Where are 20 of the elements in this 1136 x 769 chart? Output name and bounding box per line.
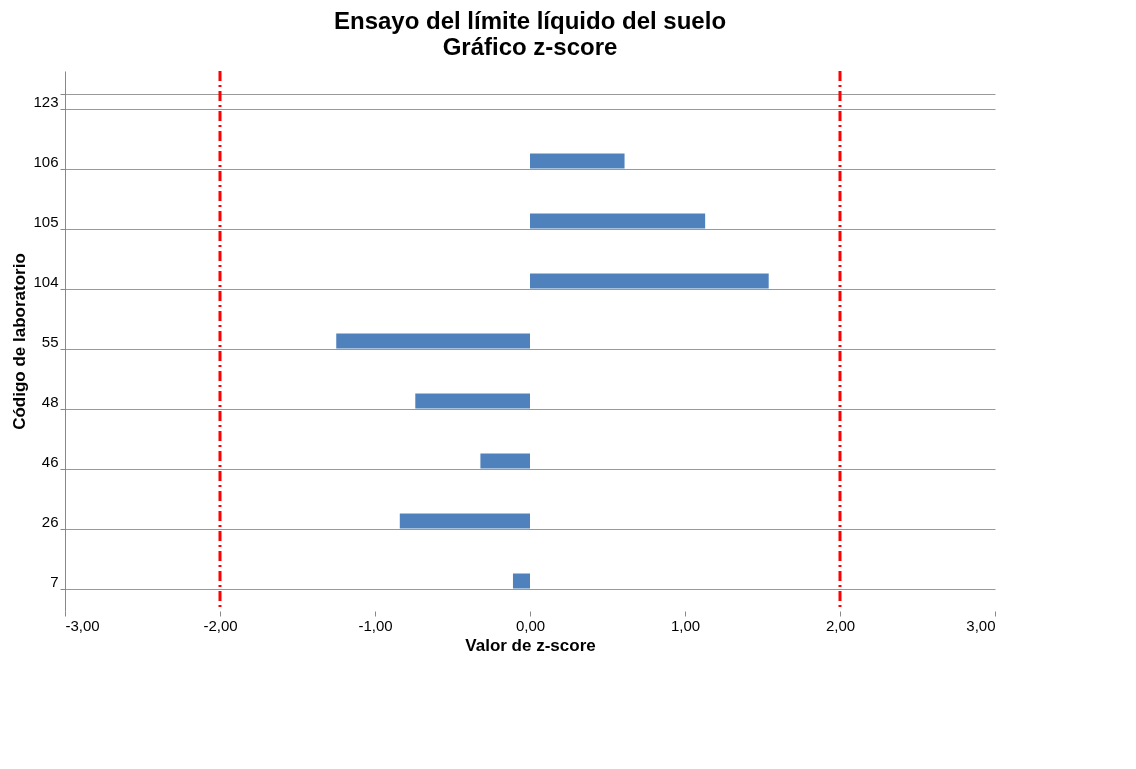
- y-tick-label: 46: [41, 452, 59, 470]
- x-tick-label: 0,00: [515, 616, 546, 634]
- x-tick-label: -2,00: [203, 616, 238, 634]
- y-tick-label: 26: [41, 512, 59, 530]
- text: Ensayo del límite líquido del suelo: [333, 7, 727, 34]
- y-tick-label: 123: [33, 92, 59, 110]
- x-tick-label: -3,00: [65, 616, 100, 634]
- x-tick-label: 2,00: [825, 616, 856, 634]
- y-tick-label: 106: [33, 152, 59, 170]
- x-axis-title: Valor de z-score: [465, 635, 596, 655]
- y-tick-label: 48: [41, 392, 59, 410]
- text: Gráfico z-score: [442, 33, 618, 60]
- y-axis-title: Código de laboratorio: [10, 253, 30, 430]
- y-tick-label: 104: [33, 272, 59, 290]
- y-tick-label: 105: [33, 212, 59, 230]
- x-tick-label: 1,00: [670, 616, 701, 634]
- y-tick-label: 55: [41, 332, 59, 350]
- y-tick-label: 7: [50, 572, 59, 590]
- x-tick-label: -1,00: [358, 616, 393, 634]
- x-tick-label: 3,00: [966, 616, 996, 634]
